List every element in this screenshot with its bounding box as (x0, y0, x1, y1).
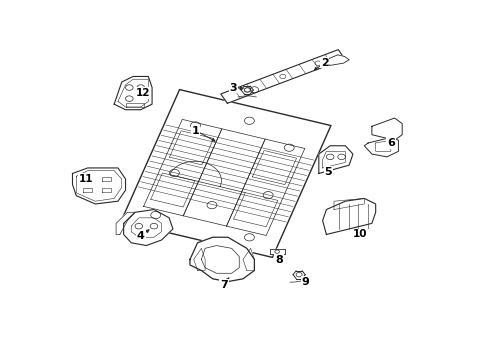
Text: 9: 9 (301, 276, 309, 287)
Polygon shape (322, 55, 348, 66)
Text: 3: 3 (229, 82, 237, 93)
Polygon shape (114, 76, 152, 110)
Polygon shape (322, 198, 375, 234)
Text: 6: 6 (386, 138, 394, 148)
Text: 10: 10 (352, 229, 367, 239)
Polygon shape (269, 249, 284, 254)
Text: 8: 8 (275, 255, 283, 265)
Text: 11: 11 (79, 174, 93, 184)
Polygon shape (193, 248, 205, 270)
Polygon shape (364, 138, 398, 157)
Polygon shape (116, 212, 135, 234)
Text: 5: 5 (324, 167, 331, 177)
Text: 1: 1 (191, 126, 199, 135)
Polygon shape (189, 237, 254, 282)
Text: 2: 2 (320, 58, 328, 68)
Polygon shape (243, 248, 254, 270)
Polygon shape (123, 210, 173, 246)
Polygon shape (371, 118, 401, 140)
Polygon shape (121, 90, 330, 257)
Text: 4: 4 (137, 231, 144, 241)
Text: 7: 7 (220, 280, 227, 290)
Polygon shape (220, 50, 344, 103)
Polygon shape (318, 146, 352, 174)
Text: 12: 12 (135, 88, 149, 98)
Polygon shape (72, 168, 125, 204)
